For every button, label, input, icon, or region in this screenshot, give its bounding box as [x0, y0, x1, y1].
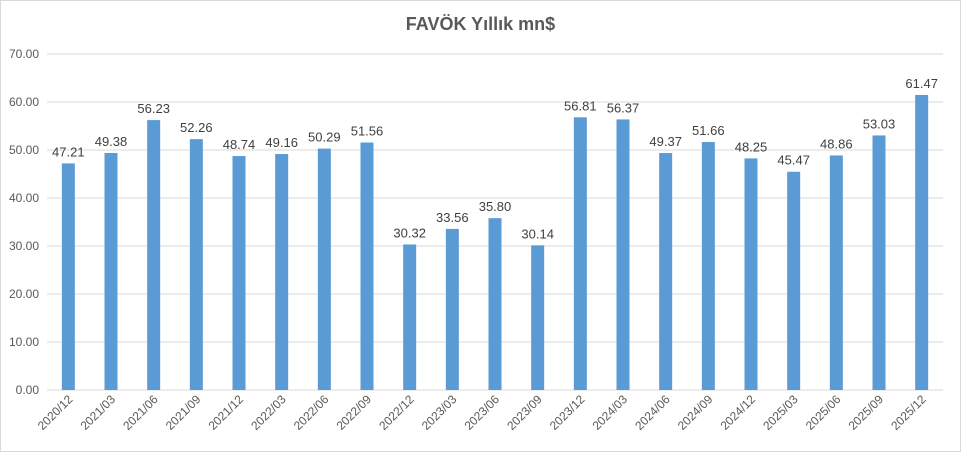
x-tick-label: 2022/06: [291, 392, 332, 433]
data-label: 48.25: [735, 139, 768, 154]
x-tick-label: 2021/03: [78, 392, 119, 433]
data-label: 48.86: [820, 136, 853, 151]
x-tick-label: 2021/12: [206, 392, 247, 433]
data-labels: 47.21 49.38 56.23 52.26 48.74 49.16 50.29 51.56…: [52, 76, 938, 241]
y-tick-label: 20.00: [9, 287, 39, 301]
x-tick-label: 2025/06: [803, 392, 844, 433]
bar: [147, 120, 161, 390]
data-label: 35.80: [479, 199, 512, 214]
x-tick-label: 2021/06: [120, 392, 161, 433]
bar: [232, 156, 246, 390]
y-tick-label: 10.00: [9, 335, 39, 349]
data-label: 30.32: [393, 225, 426, 240]
bar: [787, 171, 801, 390]
bar: [61, 163, 75, 390]
bar: [616, 119, 630, 390]
bar: [659, 153, 673, 390]
y-tick-label: 30.00: [9, 239, 39, 253]
x-axis-ticks: 2020/12 2021/03 2021/06 2021/09 2021/12 2022/…: [35, 392, 929, 433]
data-label: 48.74: [223, 137, 256, 152]
bar: [275, 154, 289, 390]
x-tick-label: 2023/03: [419, 392, 460, 433]
data-label: 50.29: [308, 130, 341, 145]
data-label: 51.66: [692, 123, 725, 138]
bar: [915, 94, 929, 390]
data-label: 53.03: [863, 116, 896, 131]
data-label: 45.47: [777, 153, 810, 168]
data-label: 51.56: [351, 124, 384, 139]
data-label: 49.16: [265, 135, 298, 150]
x-tick-label: 2023/09: [504, 392, 545, 433]
y-tick-label: 50.00: [9, 143, 39, 157]
bar: [701, 142, 715, 390]
x-tick-label: 2024/12: [718, 392, 759, 433]
bars: [61, 94, 929, 390]
y-axis-ticks: 0.00 10.00 20.00 30.00 40.00 50.00 60.00 70.00: [9, 47, 39, 397]
data-label: 33.56: [436, 210, 469, 225]
data-label: 47.21: [52, 144, 85, 159]
x-tick-label: 2022/03: [248, 392, 289, 433]
y-tick-label: 40.00: [9, 191, 39, 205]
x-tick-label: 2024/09: [675, 392, 716, 433]
x-tick-label: 2025/03: [760, 392, 801, 433]
bar: [360, 142, 374, 390]
bar: [872, 135, 886, 390]
data-label: 30.14: [521, 226, 554, 241]
bar: [403, 244, 417, 390]
bar: [488, 218, 502, 390]
bar: [104, 152, 118, 390]
bar: [531, 245, 545, 390]
x-tick-label: 2021/09: [163, 392, 204, 433]
data-label: 61.47: [905, 76, 938, 91]
data-label: 56.23: [137, 101, 170, 116]
x-tick-label: 2022/09: [334, 392, 375, 433]
x-tick-label: 2025/12: [888, 392, 929, 433]
data-label: 56.81: [564, 98, 597, 113]
data-label: 52.26: [180, 120, 213, 135]
chart-title: FAVÖK Yıllık mn$: [405, 14, 556, 34]
data-label: 49.37: [649, 134, 682, 149]
x-tick-label: 2024/03: [590, 392, 631, 433]
x-tick-label: 2023/06: [462, 392, 503, 433]
bar: [829, 155, 843, 390]
x-tick-label: 2025/09: [846, 392, 887, 433]
x-tick-label: 2020/12: [35, 392, 76, 433]
data-label: 56.37: [607, 100, 640, 115]
bar: [573, 117, 587, 390]
data-label: 49.38: [95, 134, 128, 149]
x-tick-label: 2024/06: [632, 392, 673, 433]
bar: [317, 148, 331, 390]
y-tick-label: 0.00: [16, 383, 40, 397]
y-tick-label: 70.00: [9, 47, 39, 61]
bar: [744, 158, 758, 390]
y-tick-label: 60.00: [9, 95, 39, 109]
x-tick-label: 2023/12: [547, 392, 588, 433]
x-tick-label: 2022/12: [376, 392, 417, 433]
bar: [189, 139, 203, 390]
bar: [445, 228, 459, 390]
